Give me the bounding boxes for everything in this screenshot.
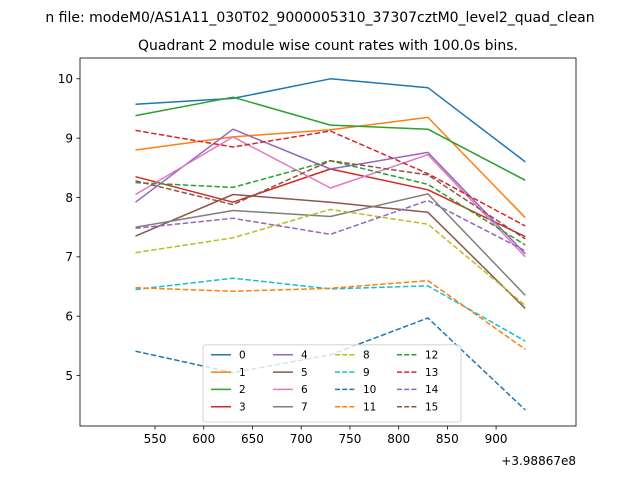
series-line-11 [135, 279, 526, 351]
x-tick-label: 750 [338, 432, 361, 446]
x-tick-label: 550 [144, 432, 167, 446]
legend-label-1: 1 [239, 367, 246, 379]
y-tick-label: 9 [65, 131, 73, 145]
series-line-7 [135, 193, 526, 296]
legend-label-0: 0 [239, 350, 246, 362]
chart-title: Quadrant 2 module wise count rates with … [138, 38, 518, 54]
y-tick-label: 10 [58, 72, 73, 86]
legend-label-8: 8 [363, 350, 370, 362]
legend-label-10: 10 [363, 384, 376, 396]
legend-box [202, 344, 462, 423]
series-line-5 [135, 193, 526, 310]
y-tick-label: 6 [65, 309, 73, 323]
legend-label-9: 9 [363, 367, 370, 379]
legend-label-11: 11 [363, 402, 376, 414]
x-offset-label: +3.98867e8 [501, 454, 576, 468]
plot-frame [79, 57, 577, 427]
series-line-9 [135, 277, 526, 342]
y-tick-label: 7 [65, 250, 73, 264]
legend-label-2: 2 [239, 384, 246, 396]
y-tick-label: 5 [65, 369, 73, 383]
series-line-6 [135, 136, 526, 258]
x-tick-label: 700 [290, 432, 313, 446]
figure-suptitle: n file: modeM0/AS1A11_030T02_9000005310_… [45, 10, 594, 26]
legend-label-14: 14 [425, 384, 439, 396]
series-line-15 [135, 159, 526, 240]
x-tick-label: 850 [436, 432, 459, 446]
plot-area: 550 600 650 700 750 800 850 9005678910+3.98867e… [58, 57, 577, 468]
legend-label-7: 7 [301, 402, 308, 414]
x-tick-label: 900 [485, 432, 508, 446]
series-line-2 [135, 96, 526, 181]
series-line-0 [135, 78, 526, 163]
legend-label-6: 6 [301, 384, 308, 396]
series-line-14 [135, 199, 526, 252]
x-tick-label: 650 [241, 432, 264, 446]
legend-label-3: 3 [239, 402, 246, 414]
legend-label-5: 5 [301, 367, 308, 379]
y-tick-label: 8 [65, 191, 73, 205]
legend-label-15: 15 [425, 402, 438, 414]
x-tick-label: 800 [387, 432, 410, 446]
series-line-13 [135, 129, 526, 227]
x-tick-label: 600 [192, 432, 215, 446]
legend-label-13: 13 [425, 367, 438, 379]
legend-label-4: 4 [301, 350, 308, 362]
legend-label-12: 12 [425, 350, 438, 362]
series-line-4 [135, 128, 526, 255]
series-line-8 [135, 208, 526, 307]
